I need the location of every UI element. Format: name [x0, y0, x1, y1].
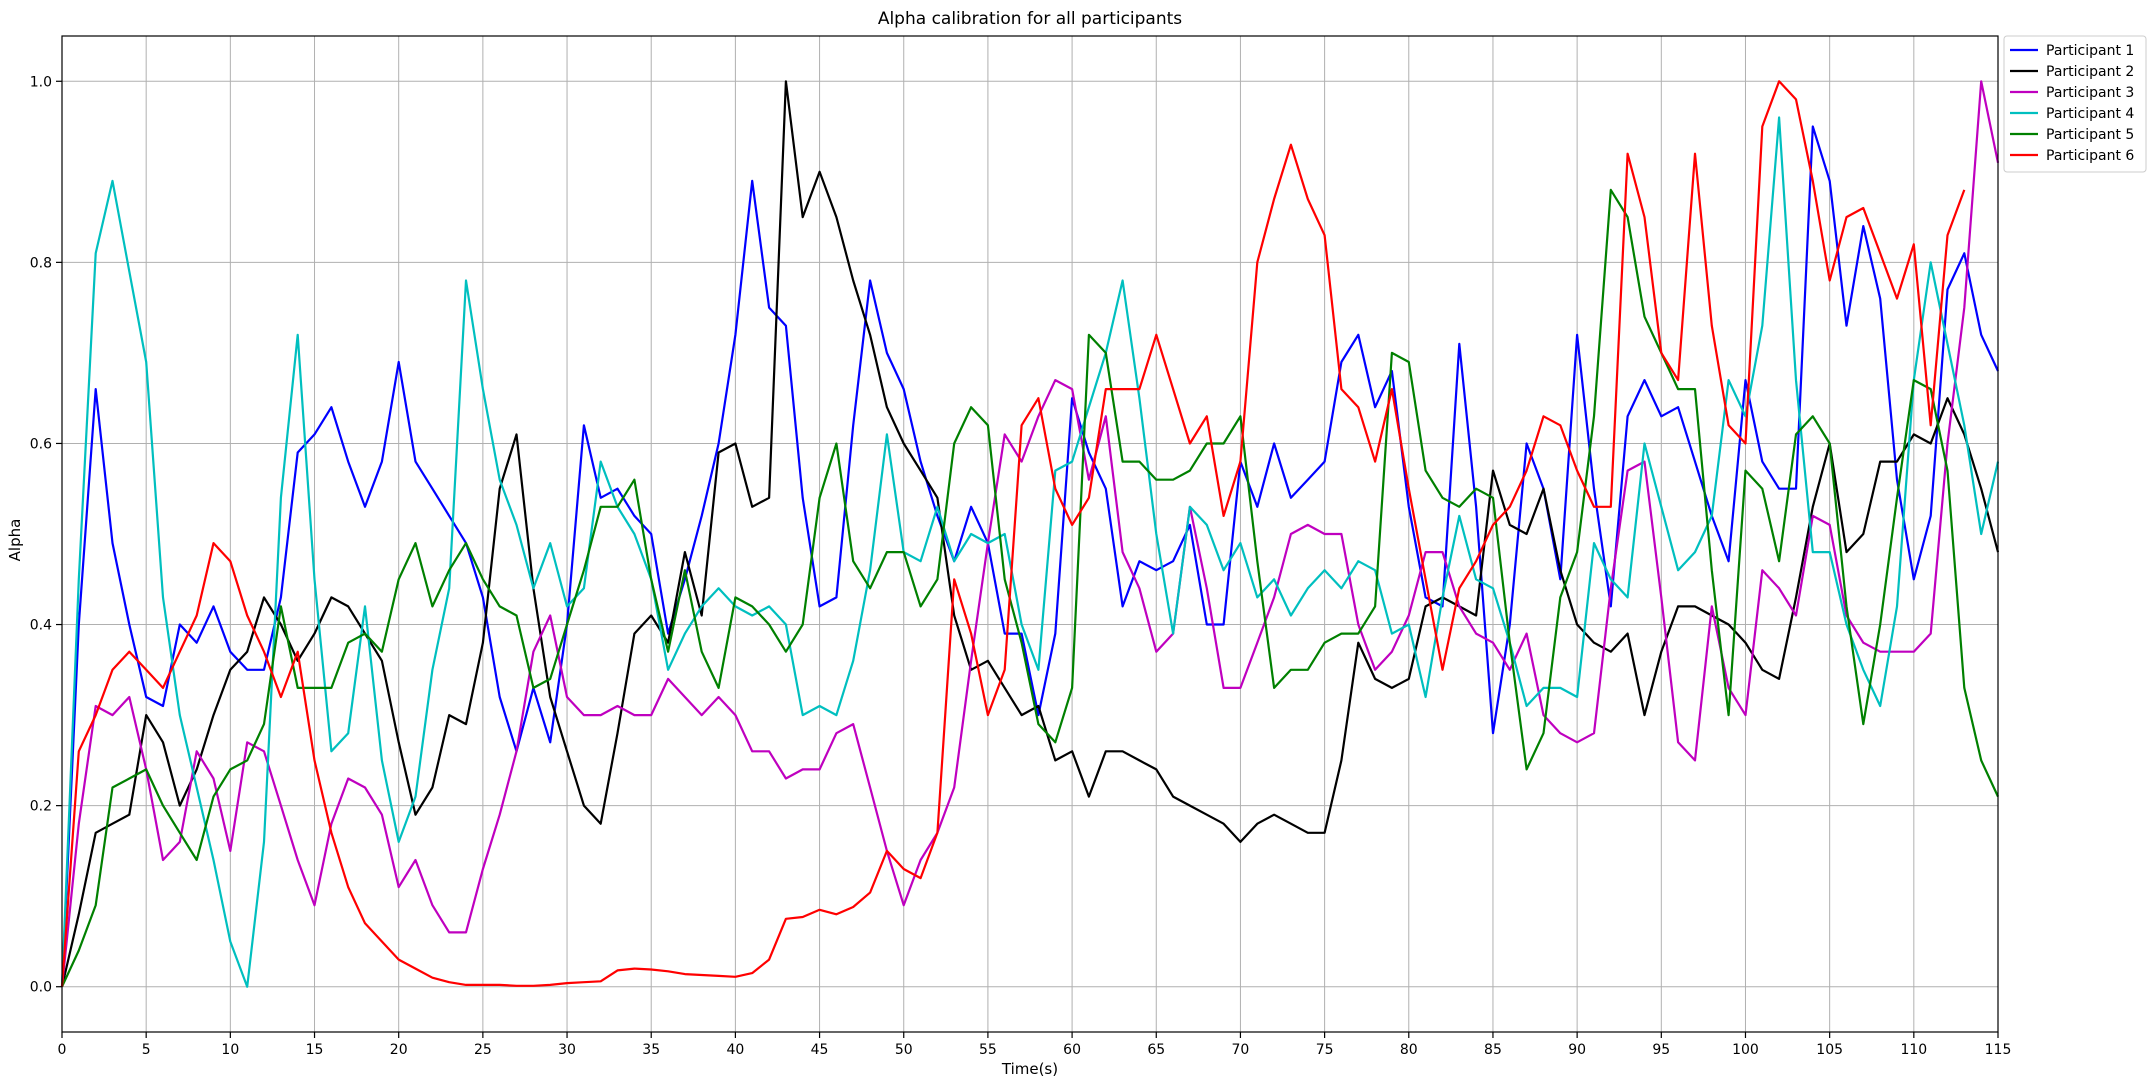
legend-label-participant-2: Participant 2: [2046, 64, 2134, 80]
y-axis-ticks: 0.0 0.2 0.4 0.6 0.8 1.0: [30, 74, 62, 996]
legend-label-participant-1: Participant 1: [2046, 43, 2134, 59]
x-tick-label: 105: [1816, 1042, 1843, 1058]
x-tick-label: 100: [1732, 1042, 1759, 1058]
y-tick-label: 0.0: [30, 980, 52, 996]
x-tick-label: 115: [1985, 1042, 2012, 1058]
x-tick-label: 35: [642, 1042, 660, 1058]
y-tick-label: 0.6: [30, 436, 52, 452]
x-axis-label: Time(s): [1001, 1060, 1058, 1078]
x-tick-label: 90: [1568, 1042, 1586, 1058]
chart-title: Alpha calibration for all participants: [878, 9, 1182, 29]
y-axis-label: Alpha: [6, 519, 24, 562]
x-tick-label: 50: [895, 1042, 913, 1058]
x-tick-label: 60: [1063, 1042, 1081, 1058]
x-tick-label: 10: [221, 1042, 239, 1058]
y-tick-label: 0.4: [30, 618, 52, 634]
x-tick-label: 55: [979, 1042, 997, 1058]
x-tick-label: 25: [474, 1042, 492, 1058]
y-tick-label: 1.0: [30, 74, 52, 90]
series-line-participant-3: [60, 80, 2000, 987]
x-tick-label: 20: [390, 1042, 408, 1058]
series-line-participant-5: [61, 188, 1999, 988]
x-axis-ticks: 0 5 10 15 20 25 30 35 40 45 50 55 60 65 70 75 80 85 90 95 10…: [58, 1032, 2012, 1058]
x-tick-label: 0: [58, 1042, 67, 1058]
legend-box: [2003, 35, 2147, 173]
series-line-participant-1: [60, 125, 1999, 987]
x-tick-label: 30: [558, 1042, 576, 1058]
x-tick-label: 45: [811, 1042, 829, 1058]
x-tick-label: 70: [1232, 1042, 1250, 1058]
legend-label-participant-5: Participant 5: [2046, 127, 2134, 143]
plot-frame: [61, 35, 1999, 1033]
legend: Participant 1 Participant 2 Participant 3 P…: [2003, 35, 2147, 173]
x-tick-label: 110: [1900, 1042, 1927, 1058]
legend-label-participant-3: Participant 3: [2046, 85, 2134, 101]
y-tick-label: 0.8: [30, 255, 52, 271]
legend-label-participant-4: Participant 4: [2046, 106, 2134, 122]
series-lines: [60, 80, 2000, 988]
series-line-participant-2: [60, 80, 2000, 987]
x-tick-label: 85: [1484, 1042, 1502, 1058]
x-tick-label: 95: [1652, 1042, 1670, 1058]
x-tick-label: 5: [142, 1042, 151, 1058]
series-line-participant-4: [60, 116, 2000, 988]
y-tick-label: 0.2: [30, 799, 52, 815]
x-tick-label: 80: [1400, 1042, 1418, 1058]
x-tick-label: 65: [1147, 1042, 1165, 1058]
legend-label-participant-6: Participant 6: [2046, 148, 2134, 164]
series-line-participant-6: [60, 80, 1966, 987]
x-tick-label: 15: [306, 1042, 324, 1058]
x-tick-label: 40: [726, 1042, 744, 1058]
x-tick-label: 75: [1316, 1042, 1334, 1058]
